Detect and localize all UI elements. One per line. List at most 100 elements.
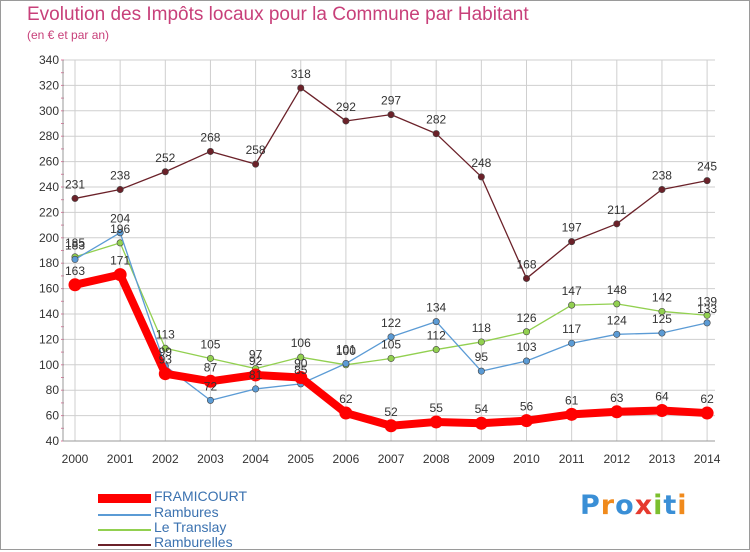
data-point-rambures bbox=[206, 396, 214, 404]
chart-subtitle: (en € et par an) bbox=[27, 28, 110, 42]
data-label-rambures: 183 bbox=[65, 238, 85, 252]
legend-label-le_translay: Le Translay bbox=[154, 519, 227, 535]
data-label-ramburelles: 231 bbox=[65, 177, 85, 191]
y-tick-label: 260 bbox=[39, 155, 59, 169]
data-point-framicourt bbox=[203, 374, 217, 388]
data-label-rambures: 122 bbox=[381, 316, 401, 330]
legend-swatch-rambures bbox=[98, 514, 151, 516]
data-label-ramburelles: 238 bbox=[110, 169, 130, 183]
data-point-framicourt bbox=[339, 406, 353, 420]
data-point-le_translay bbox=[161, 344, 169, 352]
y-tick-label: 60 bbox=[46, 409, 60, 423]
data-point-rambures bbox=[658, 329, 666, 337]
chart-title: Evolution des Impôts locaux pour la Comm… bbox=[27, 4, 529, 25]
data-label-le_translay: 97 bbox=[249, 348, 263, 362]
data-label-le_translay: 185 bbox=[65, 236, 85, 250]
data-point-le_translay bbox=[568, 301, 576, 309]
data-point-framicourt bbox=[384, 419, 398, 433]
data-point-framicourt bbox=[565, 407, 579, 421]
data-label-framicourt: 56 bbox=[520, 400, 534, 414]
data-point-ramburelles bbox=[206, 147, 214, 155]
data-label-rambures: 99 bbox=[159, 345, 173, 359]
data-point-framicourt bbox=[610, 405, 624, 419]
data-label-rambures: 133 bbox=[697, 302, 717, 316]
data-point-ramburelles bbox=[658, 186, 666, 194]
data-label-rambures: 125 bbox=[652, 312, 672, 326]
data-point-ramburelles bbox=[522, 274, 530, 282]
y-tick-label: 120 bbox=[39, 332, 59, 346]
data-label-le_translay: 105 bbox=[381, 337, 401, 351]
y-tick-label: 220 bbox=[39, 205, 59, 219]
data-label-le_translay: 118 bbox=[472, 321, 491, 335]
data-label-ramburelles: 268 bbox=[200, 130, 220, 144]
data-point-framicourt bbox=[700, 406, 714, 420]
data-label-rambures: 72 bbox=[204, 379, 218, 393]
logo-letter: i bbox=[653, 490, 664, 521]
data-point-ramburelles bbox=[342, 117, 350, 125]
data-point-rambures bbox=[703, 319, 711, 327]
data-point-framicourt bbox=[294, 371, 308, 384]
logo-letter: o bbox=[615, 490, 635, 521]
x-tick-label: 2003 bbox=[197, 452, 224, 466]
data-label-rambures: 81 bbox=[249, 368, 263, 382]
data-label-le_translay: 106 bbox=[291, 336, 311, 350]
data-point-framicourt bbox=[158, 367, 172, 381]
x-tick-label: 2014 bbox=[694, 452, 721, 466]
data-label-rambures: 117 bbox=[562, 322, 581, 336]
data-point-rambures bbox=[432, 318, 440, 326]
data-point-ramburelles bbox=[703, 177, 711, 185]
data-point-framicourt bbox=[249, 368, 263, 382]
data-point-rambures bbox=[613, 330, 621, 338]
data-label-le_translay: 105 bbox=[200, 337, 220, 351]
data-label-framicourt: 92 bbox=[249, 354, 263, 368]
data-point-framicourt bbox=[429, 415, 443, 429]
data-label-framicourt: 87 bbox=[204, 360, 218, 374]
data-point-rambures bbox=[116, 229, 124, 237]
data-label-le_translay: 196 bbox=[110, 222, 130, 236]
data-point-le_translay bbox=[703, 311, 711, 319]
data-label-le_translay: 113 bbox=[156, 327, 175, 341]
data-point-rambures bbox=[71, 255, 79, 263]
x-tick-label: 2009 bbox=[468, 452, 495, 466]
data-point-le_translay bbox=[658, 307, 666, 315]
y-tick-label: 80 bbox=[46, 383, 60, 397]
data-point-ramburelles bbox=[116, 186, 124, 194]
y-tick-label: 320 bbox=[39, 78, 59, 92]
data-label-le_translay: 147 bbox=[562, 284, 582, 298]
data-label-ramburelles: 245 bbox=[697, 160, 717, 174]
data-point-ramburelles bbox=[568, 238, 576, 246]
data-label-ramburelles: 252 bbox=[155, 151, 175, 165]
data-label-le_translay: 139 bbox=[697, 294, 717, 308]
x-tick-label: 2011 bbox=[559, 452, 585, 466]
data-point-ramburelles bbox=[477, 173, 485, 181]
logo-letter: P bbox=[580, 490, 601, 521]
data-point-le_translay bbox=[432, 346, 440, 354]
x-tick-label: 2007 bbox=[378, 452, 405, 466]
data-label-rambures: 95 bbox=[475, 350, 489, 364]
data-point-ramburelles bbox=[161, 168, 169, 176]
data-label-framicourt: 64 bbox=[655, 390, 669, 404]
data-label-framicourt: 171 bbox=[110, 254, 130, 268]
data-point-ramburelles bbox=[432, 130, 440, 138]
data-point-rambures bbox=[252, 385, 260, 393]
data-point-rambures bbox=[477, 367, 485, 375]
x-tick-label: 2008 bbox=[423, 452, 450, 466]
data-label-ramburelles: 297 bbox=[381, 94, 401, 108]
data-label-framicourt: 63 bbox=[610, 391, 624, 405]
y-tick-label: 40 bbox=[46, 434, 60, 448]
data-label-framicourt: 61 bbox=[565, 393, 579, 407]
data-point-ramburelles bbox=[297, 84, 305, 92]
data-label-rambures: 103 bbox=[516, 340, 536, 354]
data-label-ramburelles: 168 bbox=[516, 257, 536, 271]
y-tick-label: 240 bbox=[39, 180, 59, 194]
data-point-framicourt bbox=[655, 404, 669, 418]
data-label-rambures: 204 bbox=[110, 212, 130, 226]
data-point-le_translay bbox=[522, 328, 530, 336]
data-point-framicourt bbox=[68, 278, 82, 292]
data-point-ramburelles bbox=[387, 111, 395, 119]
data-label-framicourt: 55 bbox=[430, 401, 444, 415]
legend-swatch-ramburelles bbox=[98, 544, 151, 546]
y-tick-label: 180 bbox=[39, 256, 59, 270]
data-label-ramburelles: 258 bbox=[246, 143, 266, 157]
